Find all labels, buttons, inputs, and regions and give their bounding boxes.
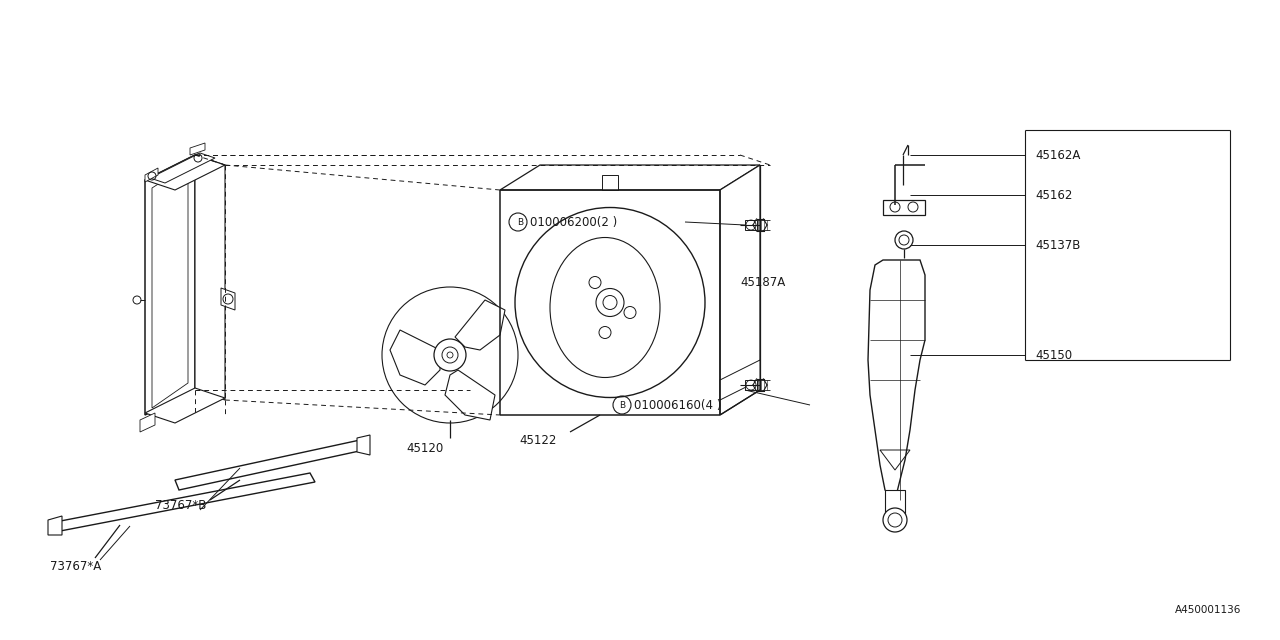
Polygon shape (145, 155, 195, 415)
Circle shape (589, 276, 602, 289)
Polygon shape (454, 300, 506, 350)
Text: A450001136: A450001136 (1175, 605, 1242, 615)
Text: B: B (517, 218, 524, 227)
Text: 45187A: 45187A (740, 275, 785, 289)
Polygon shape (884, 490, 905, 515)
Circle shape (625, 307, 636, 319)
Text: 010006160(4 ): 010006160(4 ) (634, 399, 722, 412)
Polygon shape (195, 155, 225, 400)
Text: 010006200(2 ): 010006200(2 ) (530, 216, 617, 228)
Polygon shape (445, 370, 495, 420)
Ellipse shape (550, 237, 660, 378)
Circle shape (883, 508, 908, 532)
Text: 45122: 45122 (520, 433, 557, 447)
Polygon shape (49, 516, 61, 535)
Text: 45162A: 45162A (1036, 148, 1080, 161)
Polygon shape (221, 288, 236, 310)
Text: 45137B: 45137B (1036, 239, 1080, 252)
Circle shape (599, 326, 611, 339)
Polygon shape (745, 380, 756, 390)
Polygon shape (50, 473, 315, 532)
Polygon shape (150, 153, 215, 183)
Polygon shape (189, 143, 205, 155)
Text: 45150: 45150 (1036, 349, 1073, 362)
Polygon shape (868, 260, 925, 500)
Polygon shape (145, 388, 225, 423)
Text: 45120: 45120 (406, 442, 444, 454)
Polygon shape (721, 360, 760, 400)
Circle shape (447, 352, 453, 358)
Text: 73767*A: 73767*A (50, 559, 101, 573)
Polygon shape (390, 330, 440, 385)
Polygon shape (602, 175, 618, 190)
Polygon shape (145, 155, 225, 190)
Polygon shape (500, 165, 760, 190)
Polygon shape (175, 440, 364, 490)
Circle shape (895, 231, 913, 249)
Circle shape (434, 339, 466, 371)
Polygon shape (357, 435, 370, 455)
Text: 45162: 45162 (1036, 189, 1073, 202)
Text: B: B (620, 401, 625, 410)
Polygon shape (140, 413, 155, 432)
Polygon shape (745, 220, 756, 230)
Text: 73767*B: 73767*B (155, 499, 206, 511)
Polygon shape (721, 165, 760, 415)
Polygon shape (883, 200, 925, 215)
Polygon shape (145, 168, 157, 182)
